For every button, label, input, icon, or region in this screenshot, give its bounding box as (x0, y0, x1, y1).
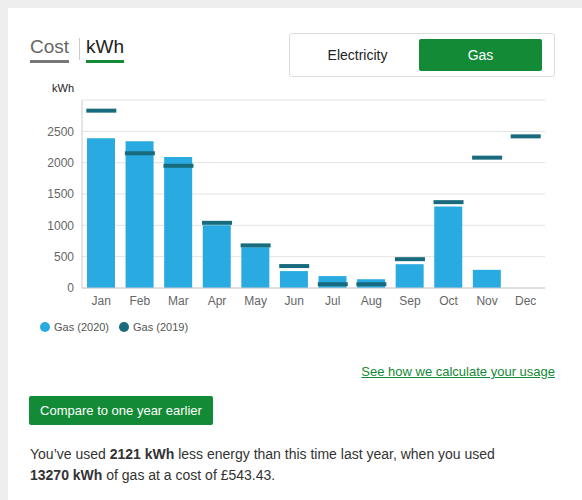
svg-text:Oct: Oct (439, 294, 458, 308)
svg-text:0: 0 (67, 281, 74, 295)
html-text:See how we calculate your usag: See how we calculate your usage (361, 364, 555, 379)
html-text:kWh: kWh (86, 36, 124, 57)
svg-text:Dec: Dec (515, 294, 536, 308)
svg-text:1500: 1500 (47, 187, 74, 201)
svg-text:2500: 2500 (47, 125, 74, 139)
svg-text:Mar: Mar (168, 294, 189, 308)
svg-text:Jun: Jun (285, 294, 304, 308)
svg-text:Jan: Jan (92, 294, 111, 308)
html-text:13270 kWh of gas at a cost of: 13270 kWh of gas at a cost of £543.43. (30, 467, 276, 483)
html-text:Gas: Gas (467, 47, 494, 63)
svg-text:Feb: Feb (130, 294, 151, 308)
svg-text:May: May (244, 294, 267, 308)
html-text:Cost: Cost (30, 36, 70, 57)
html-text:Gas (2019): Gas (2019) (133, 321, 189, 333)
html-text:Gas (2020): Gas (2020) (54, 321, 109, 333)
html-text:Compare to one year earlier: Compare to one year earlier (40, 403, 202, 418)
svg-text:2000: 2000 (47, 156, 74, 170)
svg-text:Aug: Aug (361, 294, 382, 308)
svg-text:Sep: Sep (399, 294, 421, 308)
svg-text:500: 500 (54, 250, 74, 264)
svg-text:1000: 1000 (47, 219, 74, 233)
svg-text:Jul: Jul (325, 294, 340, 308)
svg-text:Apr: Apr (208, 294, 227, 308)
html-text:kWh: kWh (52, 82, 74, 94)
svg-text:Nov: Nov (476, 294, 497, 308)
html-text:You’ve used 2121 kWh less ener: You’ve used 2121 kWh less energy than th… (30, 446, 495, 462)
html-text:Electricity: Electricity (327, 47, 388, 63)
